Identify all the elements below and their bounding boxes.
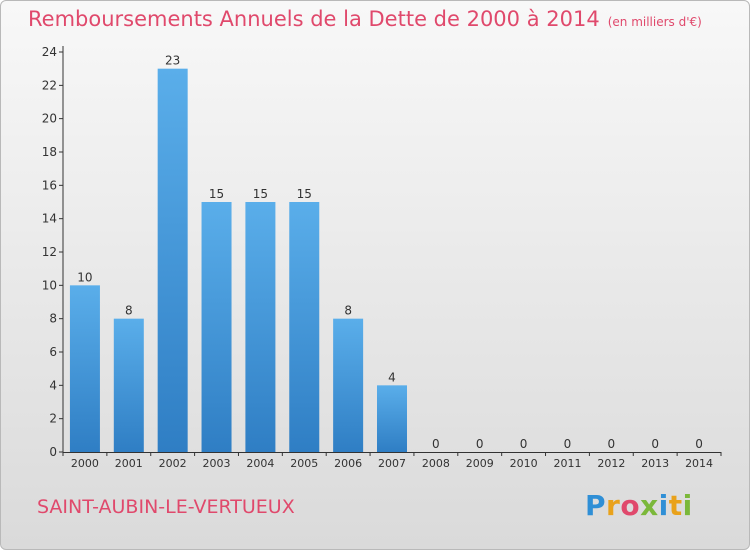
- bar: [377, 385, 407, 452]
- logo-letter: t: [668, 489, 683, 522]
- bar: [245, 202, 276, 452]
- commune-name: SAINT-AUBIN-LE-VERTUEUX: [37, 496, 295, 518]
- x-tick-label: 2005: [290, 457, 318, 470]
- data-label: 0: [432, 437, 440, 451]
- x-tick-label: 2008: [422, 457, 450, 470]
- x-tick-label: 2007: [378, 457, 406, 470]
- x-tick-label: 2003: [203, 457, 231, 470]
- x-tick-label: 2009: [466, 457, 494, 470]
- chart-unit: (en milliers d'€): [607, 15, 702, 29]
- x-tick-label: 2010: [510, 457, 538, 470]
- y-tick-label: 2: [49, 412, 57, 426]
- y-tick-label: 12: [42, 245, 57, 259]
- y-tick-label: 20: [42, 112, 57, 126]
- data-label: 15: [297, 187, 312, 201]
- data-label: 0: [651, 437, 659, 451]
- bar: [201, 202, 232, 452]
- logo-letter: i: [658, 489, 669, 522]
- data-label: 0: [520, 437, 528, 451]
- y-tick-label: 22: [42, 78, 57, 92]
- x-tick-label: 2001: [115, 457, 143, 470]
- bar: [157, 68, 188, 453]
- x-tick-label: 2012: [597, 457, 625, 470]
- x-tick-label: 2006: [334, 457, 362, 470]
- logo-letter: x: [640, 489, 659, 522]
- data-label: 10: [77, 270, 92, 284]
- y-tick-label: 14: [42, 212, 57, 226]
- x-tick-label: 2002: [159, 457, 187, 470]
- data-label: 0: [695, 437, 703, 451]
- logo-letter: P: [585, 489, 607, 522]
- data-label: 8: [344, 304, 352, 318]
- y-tick-label: 10: [42, 278, 57, 292]
- bar: [69, 285, 100, 452]
- x-tick-label: 2013: [641, 457, 669, 470]
- logo-letter: r: [606, 489, 621, 522]
- logo-letter: i: [682, 489, 693, 522]
- data-label: 15: [209, 187, 224, 201]
- y-tick-label: 0: [49, 445, 57, 459]
- y-tick-label: 6: [49, 345, 57, 359]
- x-tick-label: 2014: [685, 457, 713, 470]
- x-tick-label: 2004: [246, 457, 274, 470]
- bar: [289, 202, 320, 452]
- y-tick-label: 24: [42, 45, 57, 59]
- data-label: 0: [608, 437, 616, 451]
- proxiti-logo[interactable]: Proxiti: [585, 489, 693, 522]
- data-label: 23: [165, 54, 180, 68]
- data-label: 8: [125, 304, 133, 318]
- logo-letter: o: [620, 489, 641, 522]
- data-label: 0: [476, 437, 484, 451]
- x-tick-label: 2011: [553, 457, 581, 470]
- data-label: 4: [388, 370, 396, 384]
- y-tick-label: 16: [42, 178, 57, 192]
- y-tick-label: 4: [49, 378, 57, 392]
- chart-title: Remboursements Annuels de la Dette de 20…: [28, 7, 702, 31]
- bar: [113, 318, 144, 452]
- bar: [333, 318, 364, 452]
- data-label: 0: [564, 437, 572, 451]
- data-label: 15: [253, 187, 268, 201]
- y-tick-label: 18: [42, 145, 57, 159]
- x-tick-label: 2000: [71, 457, 99, 470]
- chart-title-text: Remboursements Annuels de la Dette de 20…: [28, 7, 600, 31]
- y-tick-label: 8: [49, 312, 57, 326]
